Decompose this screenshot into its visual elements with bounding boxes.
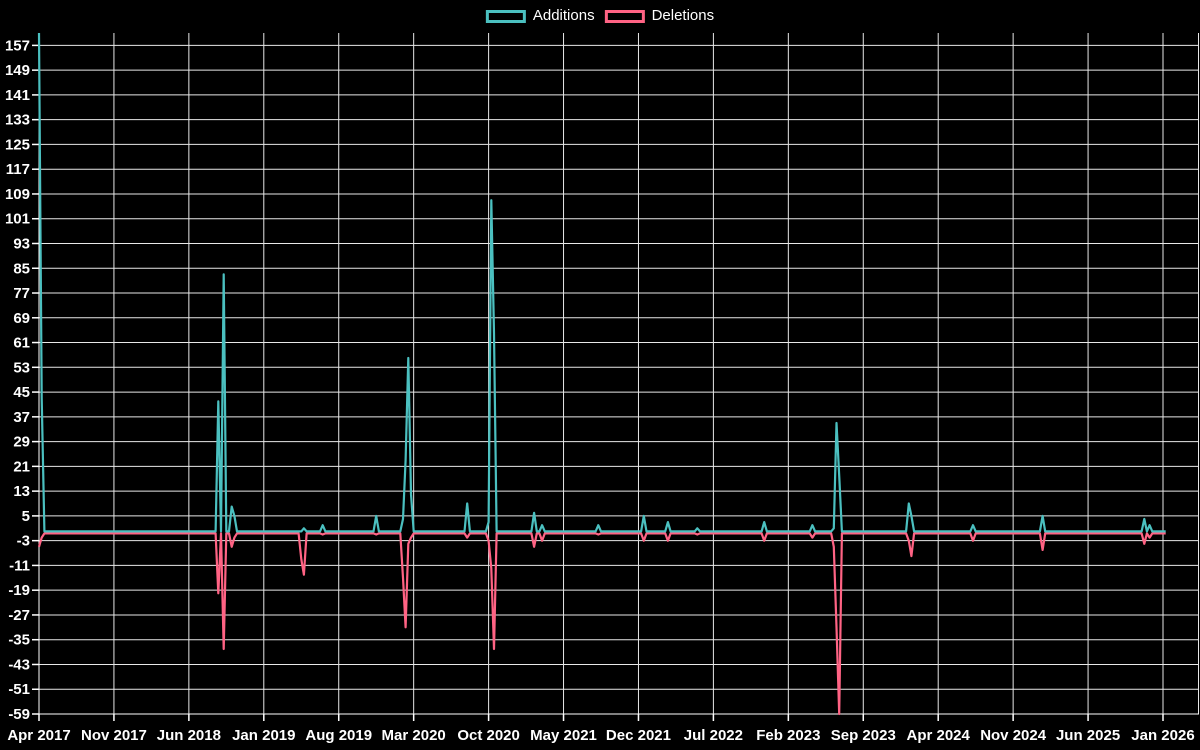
y-tick-label: 77 [13, 285, 30, 302]
y-tick-label: -35 [8, 632, 30, 649]
legend-label-additions: Additions [532, 7, 595, 24]
gridlines [38, 33, 1199, 715]
y-tick-label: 13 [13, 483, 30, 500]
x-tick-label: Mar 2020 [382, 727, 446, 744]
y-tick-label: -19 [8, 582, 30, 599]
x-tick-label: Nov 2024 [980, 727, 1047, 744]
x-tick-label: May 2021 [530, 727, 597, 744]
y-tick-label: 157 [5, 37, 30, 54]
tick-labels: 157 149 141 133 125 117 109 101 93 85 77 69 61 53 45 37… [5, 37, 1195, 744]
y-tick-label: 117 [6, 161, 30, 178]
y-tick-label: 149 [5, 62, 30, 79]
y-tick-label: 45 [13, 384, 30, 401]
x-tick-label: Aug 2019 [305, 727, 372, 744]
y-tick-label: 85 [13, 260, 30, 277]
y-tick-label: 5 [22, 508, 30, 525]
axes [38, 33, 1199, 715]
series-lines [37, 32, 1166, 716]
y-tick-label: 93 [13, 235, 30, 252]
y-tick-label: 101 [5, 211, 30, 228]
y-tick-label: 141 [5, 87, 30, 104]
y-tick-label: 109 [5, 186, 30, 203]
x-tick-label: Jan 2019 [232, 727, 295, 744]
x-tick-label: Oct 2020 [457, 727, 520, 744]
x-tick-label: Feb 2023 [756, 727, 820, 744]
deletions-swatch-icon [604, 9, 645, 23]
y-tick-label: 37 [13, 409, 30, 426]
y-tick-label: 61 [13, 335, 30, 352]
y-tick-label: -27 [8, 607, 30, 624]
additions-swatch-icon [485, 9, 526, 23]
y-tick-label: 53 [13, 359, 30, 376]
y-tick-label: -11 [9, 557, 30, 574]
y-tick-label: -59 [8, 706, 30, 723]
legend-item-deletions[interactable]: Deletions [604, 7, 715, 25]
chart-legend: Additions Deletions [485, 7, 715, 25]
y-tick-label: 21 [13, 458, 30, 475]
x-tick-label: Apr 2017 [7, 727, 70, 744]
x-tick-label: Dec 2021 [606, 727, 671, 744]
y-tick-label: 29 [13, 434, 30, 451]
y-tick-label: -51 [8, 681, 30, 698]
tick-marks [32, 44, 1164, 721]
x-tick-label: Jan 2026 [1131, 727, 1194, 744]
x-tick-label: Jun 2025 [1056, 727, 1120, 744]
legend-label-deletions: Deletions [651, 7, 715, 24]
x-tick-label: Jun 2018 [157, 727, 221, 744]
x-tick-label: Jul 2022 [684, 727, 743, 744]
y-tick-label: -43 [8, 656, 30, 673]
y-tick-label: 133 [5, 112, 30, 129]
deletions-line [37, 532, 1166, 716]
x-tick-label: Nov 2017 [81, 727, 147, 744]
y-tick-label: -3 [17, 533, 30, 550]
y-tick-label: 69 [13, 310, 30, 327]
x-tick-label: Apr 2024 [907, 727, 971, 744]
legend-item-additions[interactable]: Additions [485, 7, 595, 25]
additions-line [37, 32, 1166, 533]
x-tick-label: Sep 2023 [831, 727, 896, 744]
y-tick-label: 125 [5, 136, 30, 153]
